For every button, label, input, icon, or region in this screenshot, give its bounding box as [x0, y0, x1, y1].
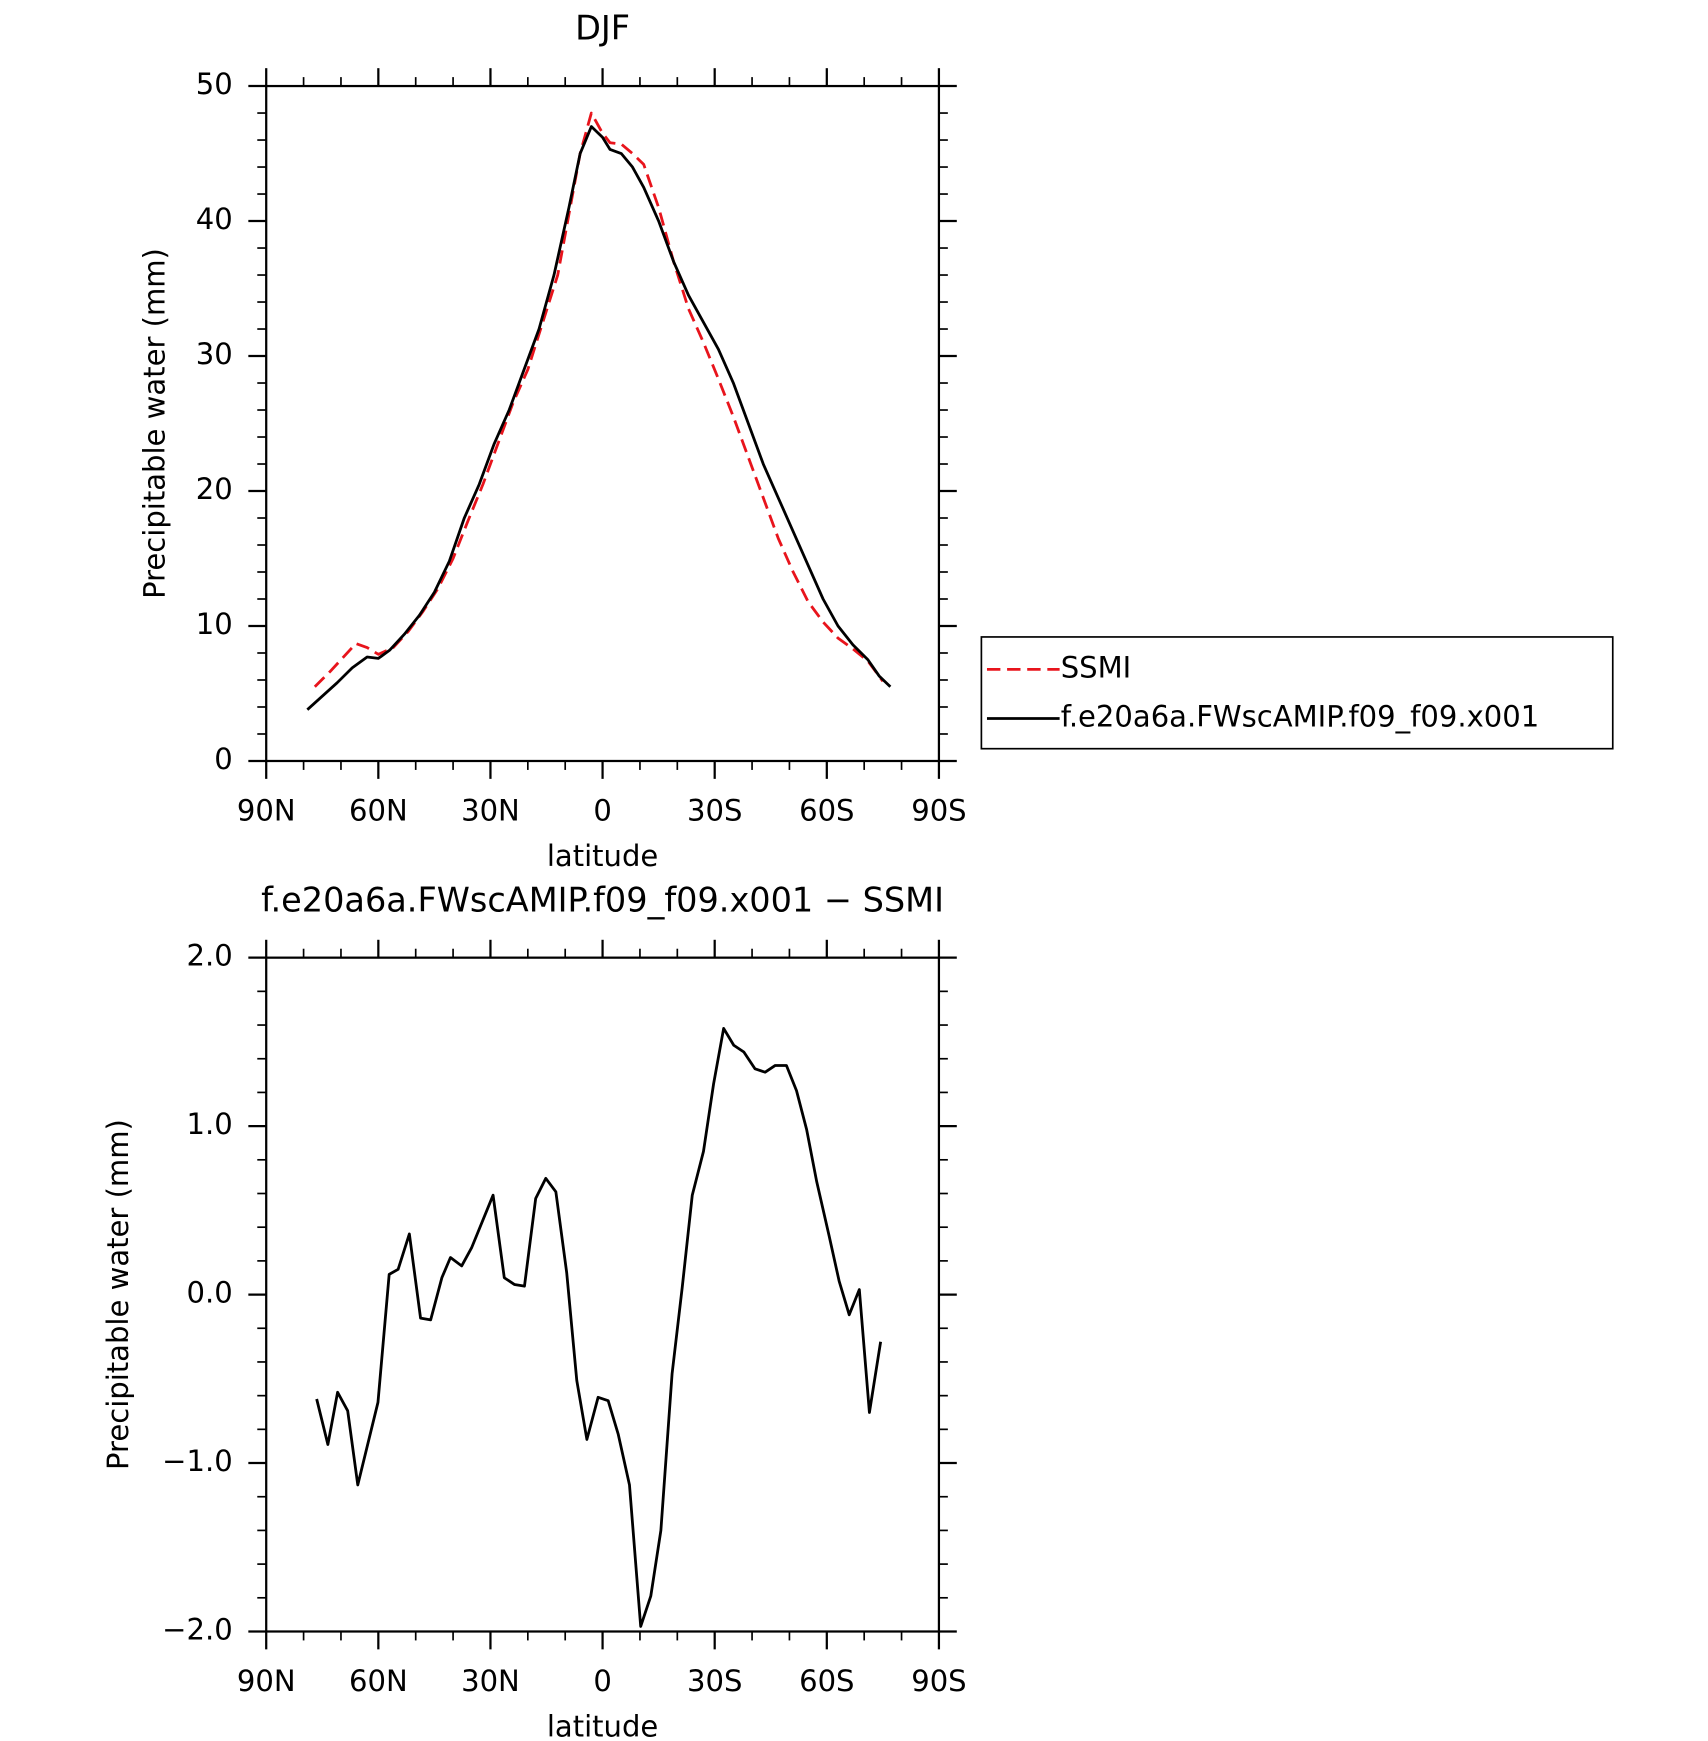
x-tick-label: 60S [799, 793, 854, 827]
x-tick-label: 0 [593, 793, 611, 827]
legend-box [980, 636, 1614, 750]
x-tick-label: 90S [911, 1664, 966, 1698]
x-tick-label: 60N [349, 1664, 408, 1698]
x-axis-label: latitude [547, 1710, 658, 1741]
data-line [315, 1027, 883, 1628]
x-tick-label: 0 [593, 1664, 611, 1698]
y-tick-label: −2.0 [162, 1612, 233, 1646]
data-line [306, 125, 892, 711]
x-tick-label: 30N [461, 793, 520, 827]
x-tick-label: 90N [237, 793, 296, 827]
legend-label: f.e20a6a.FWscAMIP.f09_f09.x001 [1061, 700, 1540, 734]
legend-label: SSMI [1061, 650, 1132, 684]
plot-frame [265, 956, 941, 1633]
y-tick-label: −1.0 [162, 1444, 233, 1478]
plot-frame [265, 84, 941, 763]
y-tick-label: 50 [196, 67, 233, 101]
y-tick-label: 20 [196, 472, 233, 506]
x-tick-label: 60S [799, 1664, 854, 1698]
x-tick-label: 60N [349, 793, 408, 827]
y-tick-label: 2.0 [186, 939, 232, 973]
x-tick-label: 90S [911, 793, 966, 827]
x-tick-label: 30S [687, 793, 742, 827]
y-tick-label: 0 [214, 742, 232, 776]
x-tick-label: 30S [687, 1664, 742, 1698]
chart-title: DJF [575, 9, 630, 48]
x-axis-label: latitude [547, 839, 658, 873]
x-tick-label: 30N [461, 1664, 520, 1698]
y-tick-label: 30 [196, 337, 233, 371]
y-tick-label: 40 [196, 202, 233, 236]
y-tick-label: 0.0 [186, 1276, 232, 1310]
x-tick-label: 90N [237, 1664, 296, 1698]
y-axis-label: Precipitable water (mm) [138, 248, 172, 599]
y-tick-label: 1.0 [186, 1107, 232, 1141]
y-tick-label: 10 [196, 607, 233, 641]
y-axis-label: Precipitable water (mm) [101, 1119, 135, 1470]
chart-title: f.e20a6a.FWscAMIP.f09_f09.x001 − SSMI [261, 880, 944, 919]
data-line [313, 111, 884, 688]
